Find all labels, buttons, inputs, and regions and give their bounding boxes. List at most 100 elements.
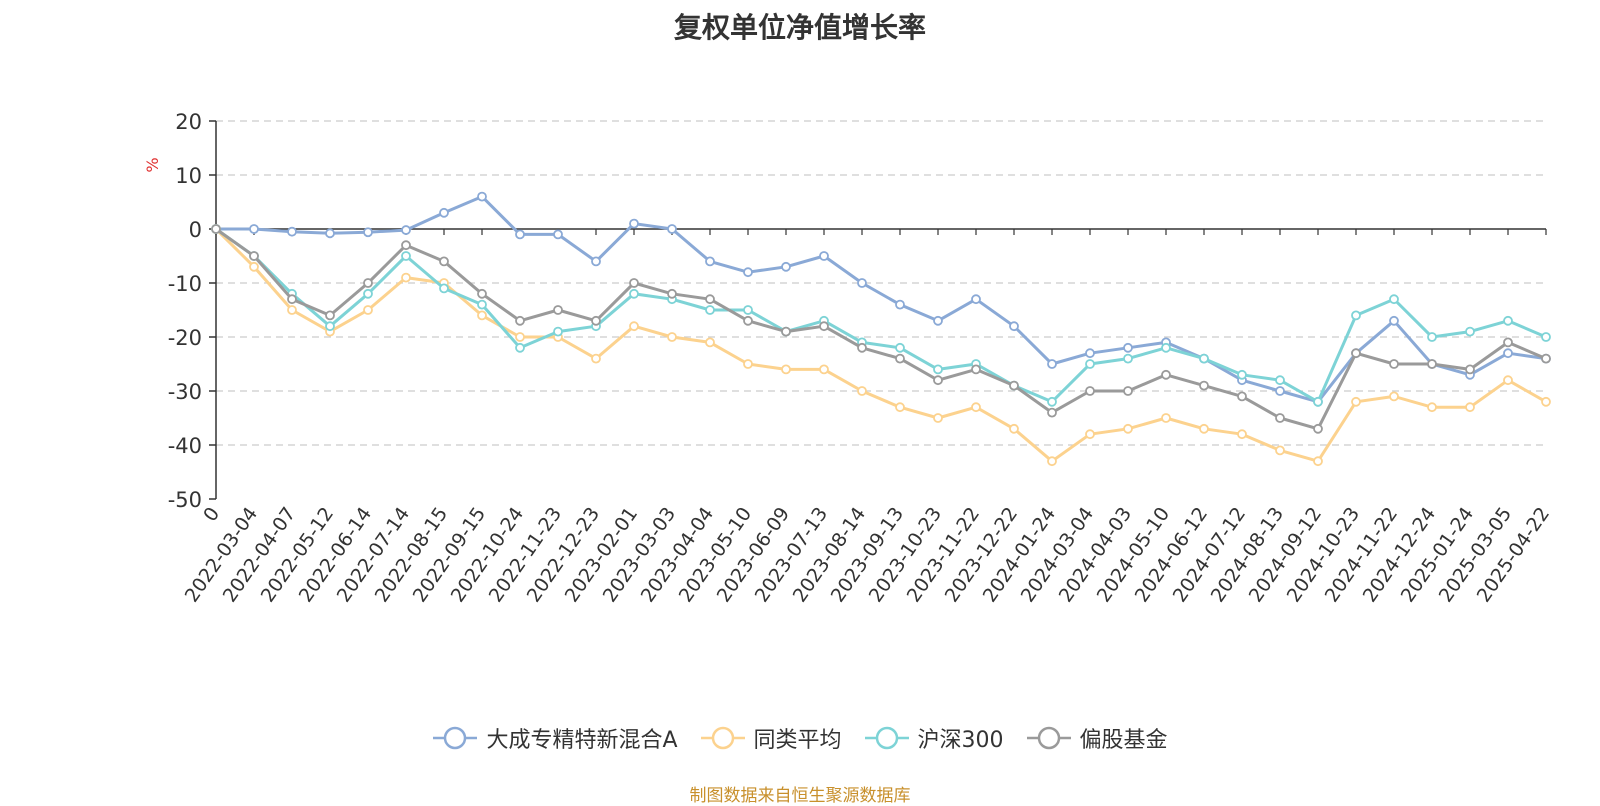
y-tick-label: 20 (175, 110, 202, 134)
data-point (1009, 380, 1019, 391)
legend-item[interactable]: 偏股基金 (1026, 722, 1168, 754)
data-point (781, 326, 791, 337)
legend-label: 大成专精特新混合A (486, 728, 678, 753)
chart-title: 复权单位净值增长率 (673, 11, 926, 44)
data-point (1123, 353, 1133, 364)
data-point (1123, 423, 1133, 434)
data-point (1313, 456, 1323, 467)
source-note: 制图数据来自恒生聚源数据库 (689, 786, 911, 806)
data-point (439, 256, 449, 267)
data-point (819, 364, 829, 375)
y-tick-label: -30 (168, 380, 202, 404)
data-point (1047, 396, 1057, 407)
data-point (933, 413, 943, 423)
data-point (477, 310, 487, 321)
data-point (363, 278, 373, 288)
data-point (857, 386, 867, 396)
data-point (325, 321, 335, 332)
legend: 大成专精特新混合A 同类平均 沪深300 偏股基金 (0, 722, 1600, 754)
data-point (1123, 342, 1133, 353)
y-tick-label: -10 (168, 272, 202, 296)
legend-label: 偏股基金 (1079, 728, 1168, 753)
data-point (1047, 456, 1057, 467)
data-point (439, 207, 449, 218)
data-point (553, 305, 563, 315)
data-point (439, 283, 449, 294)
data-point (1503, 315, 1513, 326)
x-tick-label: 0 (199, 503, 224, 526)
data-point (1427, 402, 1437, 413)
legend-circle (1037, 726, 1060, 750)
data-point (1541, 396, 1551, 407)
data-point (1161, 342, 1171, 353)
data-point (1313, 423, 1323, 434)
data-point (1199, 353, 1209, 364)
data-point (249, 224, 259, 234)
data-point (325, 310, 335, 321)
data-point (743, 315, 753, 326)
data-point (971, 402, 981, 413)
data-point (1389, 391, 1399, 402)
data-point (1199, 380, 1209, 391)
data-point (1275, 386, 1285, 396)
data-point (1351, 310, 1361, 321)
data-point (1465, 402, 1475, 413)
data-point (629, 278, 639, 288)
data-point (895, 342, 905, 353)
data-point (781, 364, 791, 375)
data-point (553, 229, 563, 240)
y-axis-label: % (143, 157, 162, 172)
data-point (705, 337, 715, 348)
data-point (363, 288, 373, 299)
data-point (933, 364, 943, 375)
data-point (1275, 375, 1285, 386)
data-point (1161, 369, 1171, 380)
data-point (629, 218, 639, 229)
data-point (1389, 359, 1399, 369)
legend-item[interactable]: 同类平均 (700, 722, 842, 754)
legend-item[interactable]: 沪深300 (864, 722, 1004, 754)
data-point (1503, 337, 1513, 348)
data-point (1009, 423, 1019, 434)
legend-label: 沪深300 (917, 728, 1004, 753)
data-point (629, 321, 639, 332)
data-point (1085, 429, 1095, 440)
data-point (515, 342, 525, 353)
series-line-0 (216, 195, 1547, 404)
data-point (1237, 429, 1247, 440)
y-tick-label: -20 (168, 326, 202, 350)
data-point (1313, 396, 1323, 407)
data-point (401, 240, 411, 251)
data-point (363, 305, 373, 315)
data-point (857, 342, 867, 353)
data-point (363, 227, 373, 238)
data-point (1047, 359, 1057, 369)
legend-circle (711, 726, 734, 750)
data-point (515, 229, 525, 240)
legend-item[interactable]: 大成专精特新混合A (432, 722, 678, 754)
data-point (895, 353, 905, 364)
data-point (781, 261, 791, 272)
data-point (1275, 413, 1285, 423)
data-point (477, 191, 487, 202)
data-point (249, 251, 259, 261)
data-point (287, 294, 297, 305)
series-line-2 (215, 227, 1547, 404)
data-point (1085, 386, 1095, 396)
data-point (895, 299, 905, 310)
data-point (1351, 348, 1361, 359)
data-point (1085, 359, 1095, 369)
data-point (1465, 364, 1475, 375)
data-point (401, 272, 411, 283)
data-point (1237, 369, 1247, 380)
data-point (667, 224, 677, 234)
y-tick-label: -40 (168, 434, 202, 458)
data-point (1389, 294, 1399, 305)
data-point (705, 305, 715, 315)
data-point (667, 288, 677, 299)
data-point (591, 353, 601, 364)
data-point (1465, 326, 1475, 337)
data-point (591, 315, 601, 326)
